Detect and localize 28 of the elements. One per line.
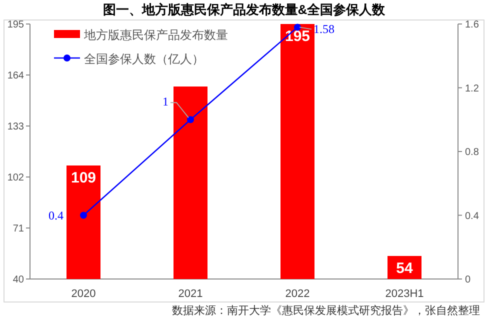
y-tick-label: 195 <box>7 20 24 30</box>
point <box>80 212 87 219</box>
data-label: 0.4 <box>48 208 64 222</box>
y2-tick-label: 0.4 <box>465 210 480 222</box>
source-note: 数据来源：南开大学《惠民保发展模式研究报告》，张自然整理 <box>172 304 480 317</box>
x-tick-label: 2021 <box>178 288 203 300</box>
chart-title: 图一、地方版惠民保产品发布数量&全国参保人数 <box>102 2 386 17</box>
data-label: 1.58 <box>314 22 334 36</box>
y-tick-label: 133 <box>7 122 24 132</box>
x-tick-label: 2022 <box>285 288 310 300</box>
y-tick-label: 40 <box>12 274 24 286</box>
data-label: 109 <box>70 169 96 186</box>
y-tick-label: 164 <box>7 70 24 82</box>
x-tick-label: 2020 <box>71 288 96 300</box>
y-tick-label: 71 <box>12 224 24 234</box>
y2-tick-label: 0.8 <box>465 147 480 158</box>
y2-tick-label: 1.6 <box>465 20 480 30</box>
y-tick-label: 102 <box>7 172 24 184</box>
data-label: 54 <box>396 260 414 277</box>
y2-tick-label: 0 <box>465 274 471 286</box>
point <box>294 24 301 31</box>
legend-label: 全国参保人数（亿人） <box>84 52 204 66</box>
y2-tick-label: 1.2 <box>465 83 480 94</box>
legend-label: 地方版惠民保产品发布数量 <box>83 28 228 42</box>
x-tick-label: 2023H1 <box>385 288 424 300</box>
point <box>187 116 194 124</box>
data-label: 195 <box>284 28 310 45</box>
data-label: 1 <box>162 94 168 109</box>
